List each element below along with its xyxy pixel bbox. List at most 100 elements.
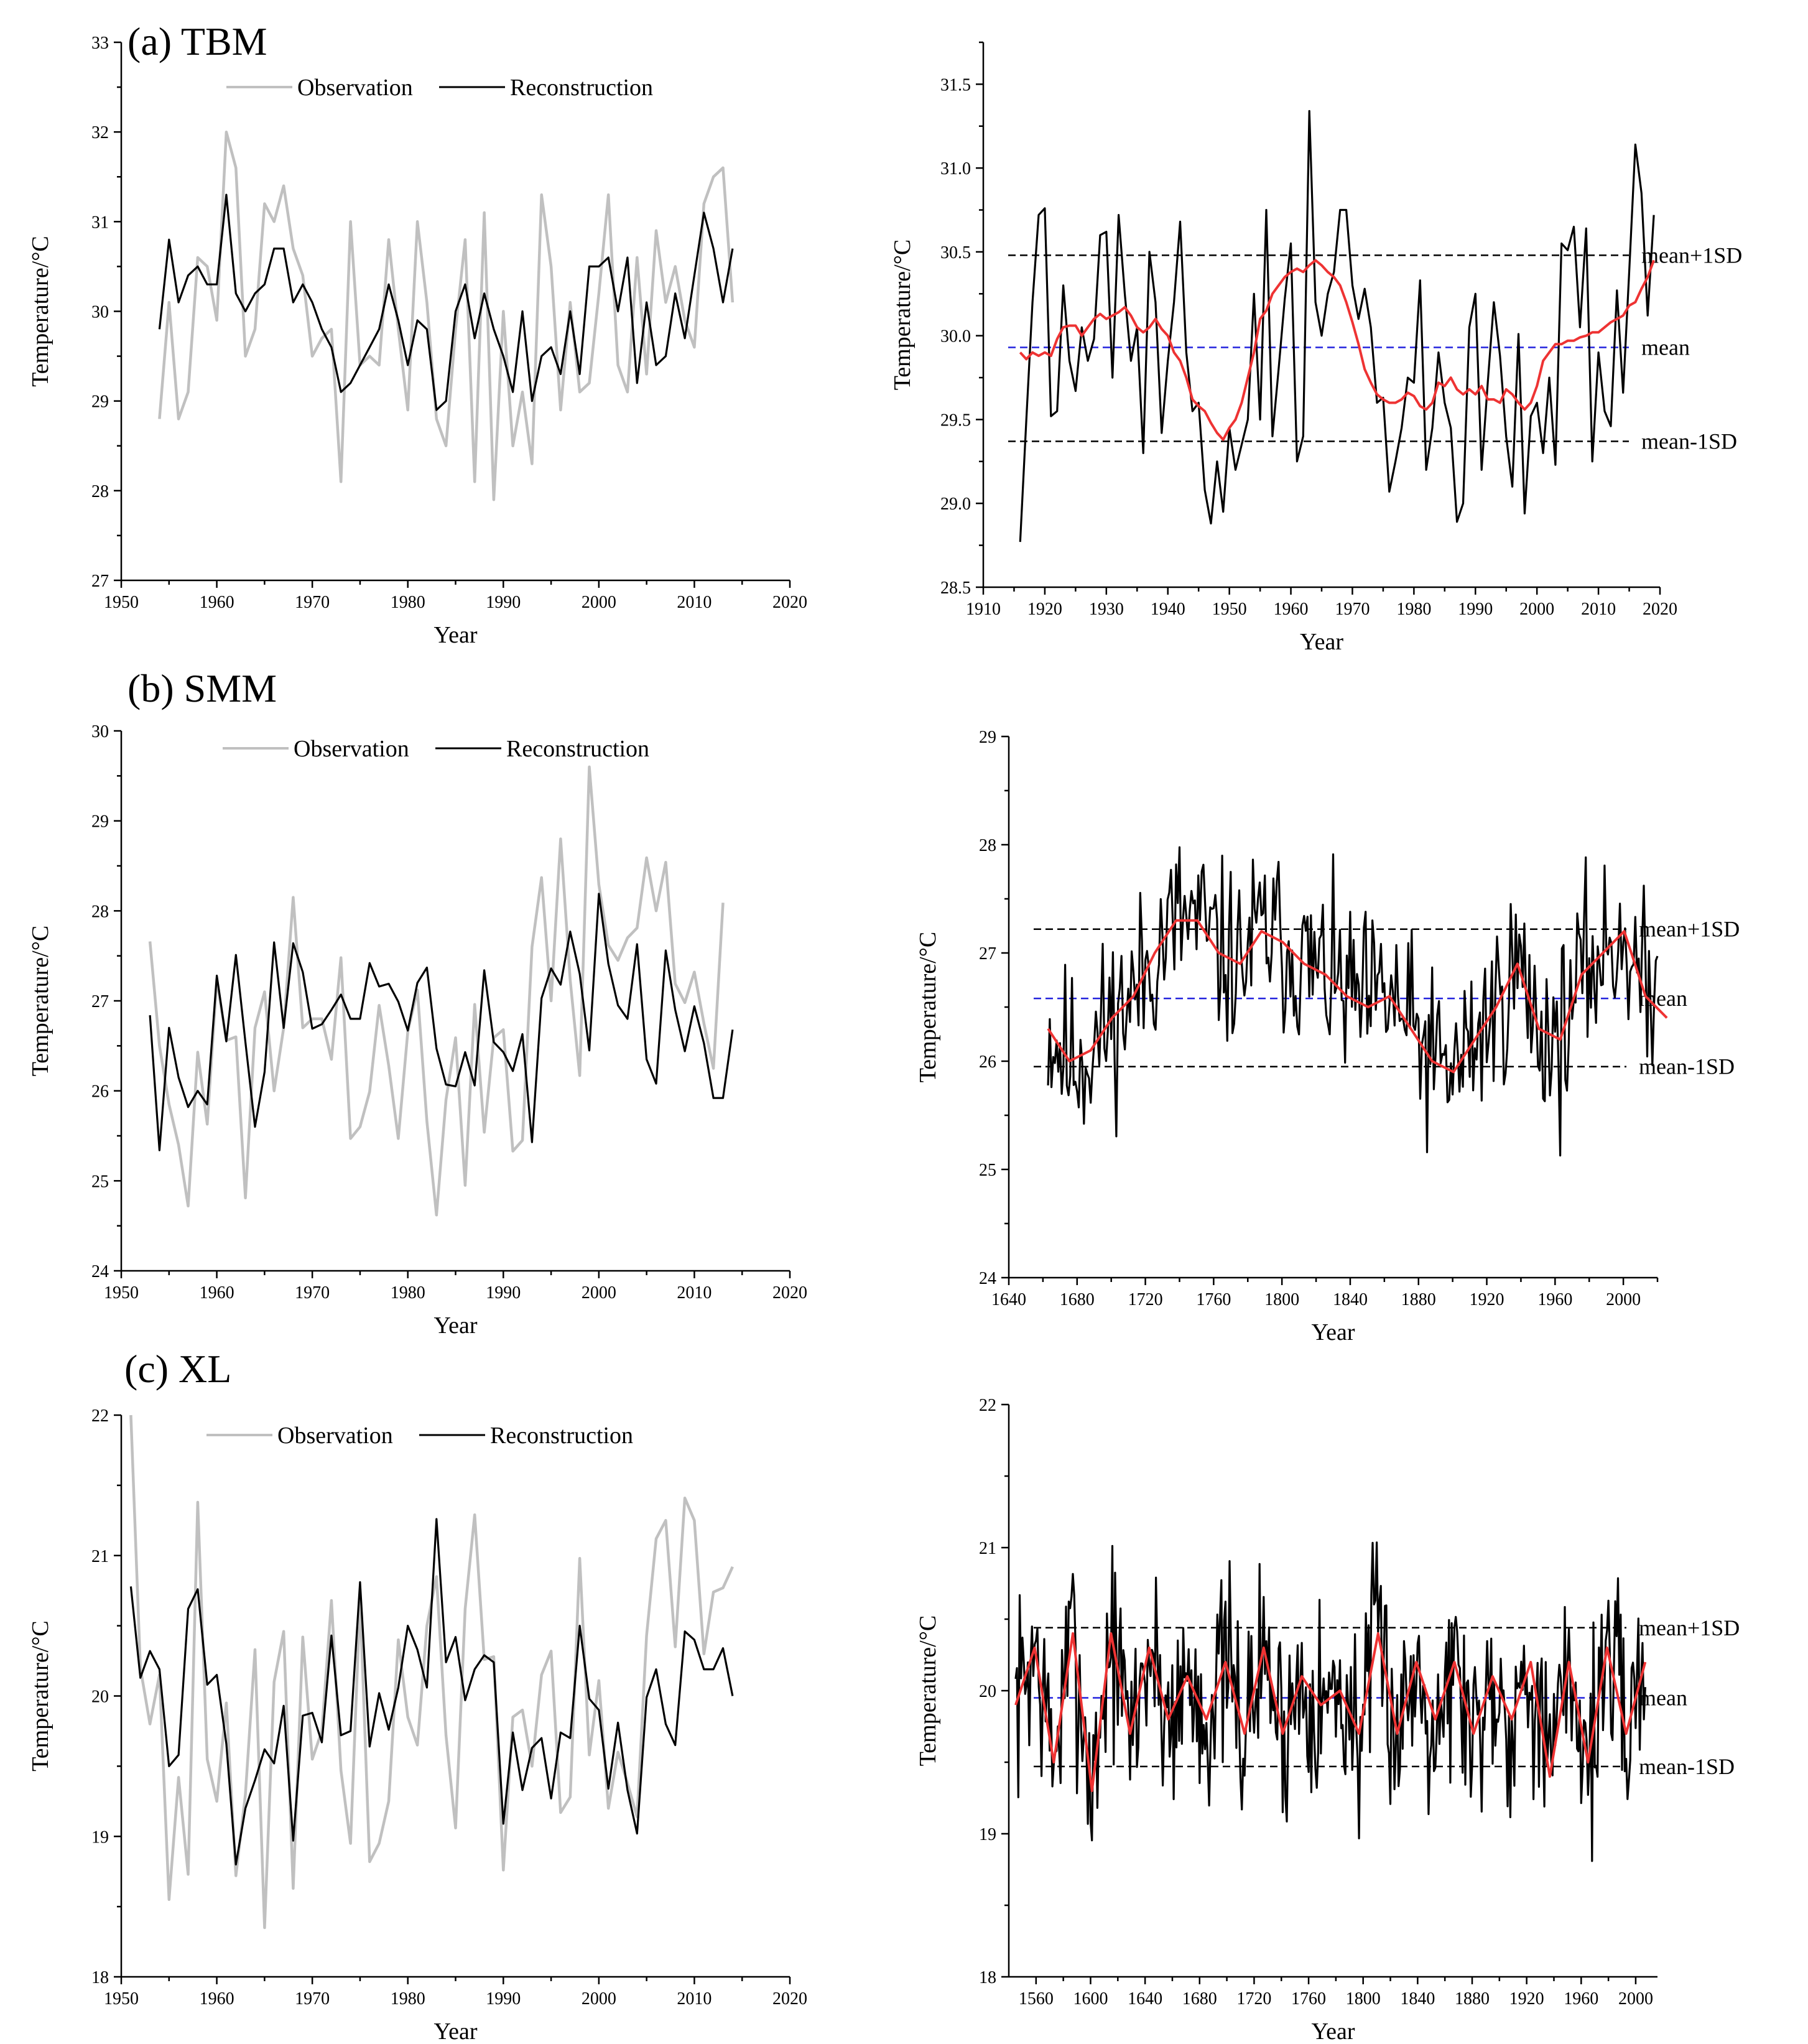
y-tick-label: 25 [91,1172,109,1191]
y-tick-label: 21 [979,1539,996,1558]
y-tick-label: 28.5 [940,578,971,598]
x-tick-label: 1600 [1073,1989,1108,2009]
y-tick-label: 30.5 [940,243,971,262]
x-tick-label: 1950 [104,593,139,612]
y-tick-label: 25 [979,1161,996,1180]
series-line-reconstruction [129,1518,734,1865]
x-tick-label: 2000 [582,1283,616,1303]
x-tick-label: 1970 [1335,600,1370,619]
panel-label-c: (c) XL [124,1347,231,1391]
x-tick-label: 1980 [391,1989,425,2009]
y-tick-label: 32 [91,123,109,142]
x-tick-label: 2020 [772,1283,807,1303]
y-axis-title: Temperature/°C [915,1615,941,1767]
x-tick-label: 2020 [1643,600,1677,619]
series-line-reconstruction [1019,109,1655,542]
x-tick-label: 1880 [1401,1290,1436,1309]
x-tick-label: 1960 [200,1283,234,1303]
series-line-smoothed [1019,259,1655,441]
x-tick-label: 1840 [1333,1290,1368,1309]
x-tick-label: 1960 [1274,600,1309,619]
y-tick-label: 29.5 [940,411,971,430]
x-tick-label: 1880 [1455,1989,1490,2009]
x-tick-label: 1920 [1027,600,1062,619]
y-tick-label: 30 [91,722,109,741]
legend-reconstruction-label: Reconstruction [506,736,649,762]
x-axis-title: Year [433,2018,477,2044]
y-axis-title: Temperature/°C [27,1620,53,1772]
x-tick-label: 1980 [1396,600,1431,619]
series-line-observation [129,1415,734,1930]
y-tick-label: 20 [979,1682,996,1701]
y-tick-label: 19 [979,1825,996,1844]
y-tick-label: 29 [91,812,109,832]
x-tick-label: 1910 [966,600,1001,619]
x-axis-title: Year [433,622,477,648]
y-tick-label: 26 [979,1052,996,1072]
y-tick-label: 28 [91,482,109,501]
y-tick-label: 30.0 [940,327,971,346]
x-tick-label: 1720 [1128,1290,1163,1309]
chart-b-left: 1950 1960 1970 1980 1990 2000 2010 2020 24 25 26 27… [27,722,807,1339]
x-tick-label: 1980 [391,593,425,612]
x-tick-label: 2010 [677,1989,712,2009]
legend-reconstruction-label: Reconstruction [490,1423,633,1449]
y-tick-label: 21 [91,1547,109,1566]
y-tick-label: 28 [91,902,109,921]
x-tick-label: 1960 [200,1989,234,2009]
x-tick-label: 1950 [104,1283,139,1303]
legend-c: Observation Reconstruction [206,1423,633,1449]
legend-observation-label: Observation [297,75,413,101]
x-tick-label: 1960 [1537,1290,1572,1309]
legend-reconstruction-label: Reconstruction [510,75,653,101]
series-line-observation [148,765,725,1217]
x-tick-label: 1840 [1400,1989,1435,2009]
y-tick-label: 31 [91,213,109,232]
y-tick-label: 27 [91,992,109,1011]
x-tick-label: 1960 [200,593,234,612]
y-tick-label: 27 [979,944,996,964]
series-line-smoothed [1014,1632,1647,1792]
x-tick-label: 1990 [486,593,521,612]
x-tick-label: 1760 [1291,1989,1326,2009]
y-axis-title: Temperature/°C [27,926,53,1077]
x-tick-label: 1990 [486,1283,521,1303]
y-axis-title: Temperature/°C [889,239,916,391]
y-tick-label: 29 [979,728,996,747]
y-tick-label: 26 [91,1082,109,1102]
legend-observation-label: Observation [294,736,409,762]
x-tick-label: 2010 [677,1283,712,1303]
x-tick-label: 1970 [295,1989,330,2009]
y-tick-label: 33 [91,34,109,53]
legend-b: Observation Reconstruction [223,736,649,762]
y-tick-label: 28 [979,836,996,855]
reference-label: mean+1SD [1641,243,1742,267]
y-tick-label: 20 [91,1688,109,1707]
y-tick-label: 27 [91,572,109,591]
x-tick-label: 1760 [1196,1290,1231,1309]
x-tick-label: 1990 [1458,600,1493,619]
chart-a-right: 1910 1920 1930 1940 1950 1960 1970 1980 1990 2000… [889,41,1742,655]
series-line-reconstruction [1014,1541,1646,1862]
x-tick-label: 1800 [1264,1290,1299,1309]
x-tick-label: 1970 [295,1283,330,1303]
chart-b-right: 1640 1680 1720 1760 1800 1840 1880 1920 1960 2000… [915,728,1740,1345]
x-tick-label: 2010 [677,593,712,612]
x-tick-label: 1560 [1019,1989,1054,2009]
x-tick-label: 1680 [1060,1290,1095,1309]
x-tick-label: 1680 [1182,1989,1217,2009]
series-line-observation [158,130,735,501]
series-line-smoothed [1047,919,1668,1074]
reference-label: mean [1639,1686,1687,1711]
reference-label: mean-1SD [1639,1054,1735,1079]
y-axis-title: Temperature/°C [27,236,53,387]
reference-label: mean+1SD [1639,917,1740,942]
legend-observation-label: Observation [277,1423,393,1449]
y-tick-label: 29 [91,393,109,412]
y-tick-label: 22 [979,1396,996,1415]
x-tick-label: 2000 [582,593,616,612]
y-tick-label: 29.0 [940,495,971,514]
x-tick-label: 1990 [486,1989,521,2009]
x-tick-label: 1950 [104,1989,139,2009]
chart-c-left: 1950 1960 1970 1980 1990 2000 2010 2020 18 19 20 21… [27,1406,807,2044]
